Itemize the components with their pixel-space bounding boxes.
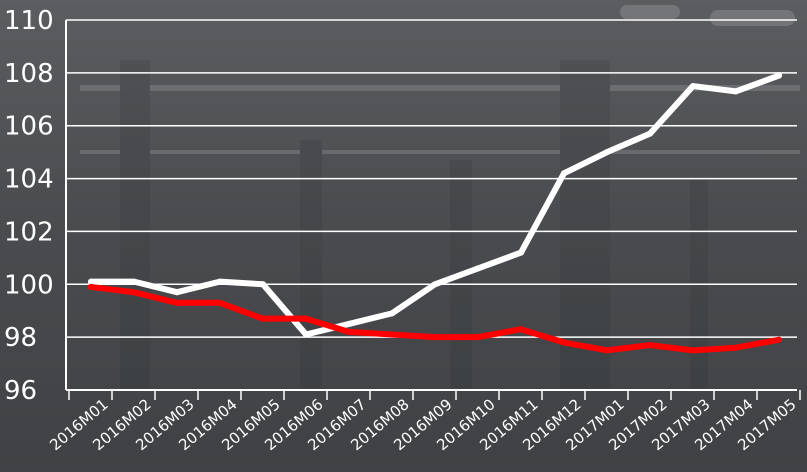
data-point bbox=[604, 149, 610, 156]
data-point bbox=[518, 249, 524, 256]
data-point bbox=[217, 299, 223, 306]
data-point bbox=[260, 281, 266, 288]
data-point bbox=[561, 339, 567, 346]
y-tick-labels: 96 98 100 102 104 106 108 110 bbox=[4, 6, 54, 406]
data-point bbox=[346, 328, 352, 335]
y-tick-label: 102 bbox=[4, 217, 54, 247]
background-decoration bbox=[80, 5, 800, 390]
data-point bbox=[690, 347, 696, 354]
series-line-1 bbox=[88, 72, 782, 338]
data-point bbox=[690, 83, 696, 90]
data-point bbox=[260, 315, 266, 322]
data-point bbox=[303, 315, 309, 322]
data-point bbox=[776, 72, 782, 79]
data-point bbox=[303, 331, 309, 338]
y-tick-label: 108 bbox=[4, 59, 54, 89]
data-point bbox=[389, 310, 395, 317]
data-point bbox=[518, 326, 524, 333]
y-tick-label: 106 bbox=[4, 112, 54, 142]
data-point bbox=[217, 278, 223, 285]
data-point bbox=[346, 320, 352, 327]
data-point bbox=[776, 336, 782, 343]
y-tick-label: 104 bbox=[4, 165, 54, 195]
data-point bbox=[88, 283, 94, 290]
data-point bbox=[131, 289, 137, 296]
data-point bbox=[561, 170, 567, 177]
data-point bbox=[131, 278, 137, 285]
data-point bbox=[174, 299, 180, 306]
y-tick-label: 100 bbox=[4, 270, 54, 300]
data-point bbox=[475, 265, 481, 272]
data-point bbox=[389, 331, 395, 338]
x-tick-labels: 2016M012016M022016M032016M042016M052016M… bbox=[46, 395, 799, 454]
y-tick-label: 98 bbox=[4, 323, 37, 353]
data-point bbox=[604, 347, 610, 354]
gridlines bbox=[66, 19, 797, 338]
data-point bbox=[475, 334, 481, 341]
data-point bbox=[647, 342, 653, 349]
y-tick-label: 110 bbox=[4, 6, 54, 36]
data-point bbox=[174, 289, 180, 296]
x-tick-marks bbox=[68, 390, 801, 400]
series-line-2 bbox=[88, 283, 782, 354]
series-lines bbox=[88, 72, 782, 354]
data-point bbox=[432, 281, 438, 288]
y-tick-label: 96 bbox=[4, 376, 37, 406]
data-point bbox=[88, 278, 94, 285]
data-point bbox=[432, 334, 438, 341]
data-point bbox=[733, 344, 739, 351]
data-point bbox=[733, 88, 739, 95]
data-point bbox=[647, 130, 653, 137]
